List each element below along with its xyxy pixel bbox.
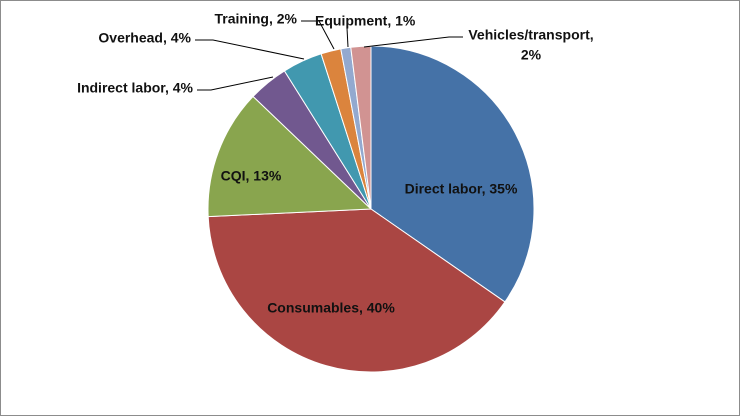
leader-line-equipment [346, 27, 349, 48]
data-label-cqi: CQI, 13% [221, 168, 282, 184]
data-label-vehicles-transport-line-1: Vehicles/transport, [468, 27, 593, 43]
leader-line-overhead [195, 39, 305, 60]
data-label-indirect-labor: Indirect labor, 4% [77, 80, 193, 96]
data-label-vehicles-transport-line-2: 2% [521, 47, 542, 63]
data-label-training: Training, 2% [215, 11, 298, 27]
data-label-direct-labor: Direct labor, 35% [405, 181, 518, 197]
pie-slice-direct-labor [370, 45, 535, 303]
pie-slice-consumables [207, 208, 506, 373]
data-label-consumables: Consumables, 40% [267, 300, 395, 316]
data-label-overhead: Overhead, 4% [98, 30, 191, 46]
leader-line-vehicles-transport [363, 36, 463, 48]
data-label-equipment: Equipment, 1% [315, 13, 416, 29]
leader-line-training [301, 20, 335, 50]
pie-slice-cqi [207, 95, 373, 218]
leader-line-indirect-labor [197, 76, 274, 91]
